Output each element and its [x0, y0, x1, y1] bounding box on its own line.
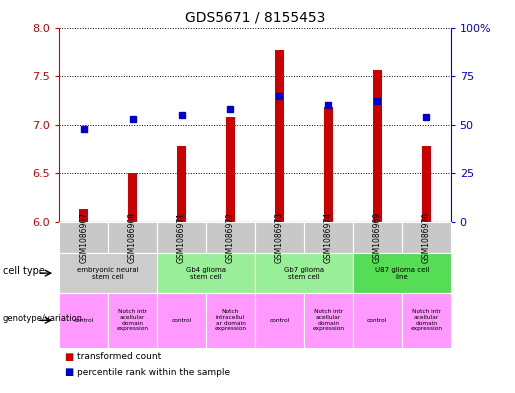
- Text: embryonic neural
stem cell: embryonic neural stem cell: [77, 266, 139, 280]
- Title: GDS5671 / 8155453: GDS5671 / 8155453: [185, 11, 325, 25]
- Text: ■: ■: [64, 352, 74, 362]
- Bar: [324, 107, 333, 222]
- Bar: [177, 146, 186, 222]
- Text: cell type: cell type: [3, 266, 44, 276]
- Bar: [422, 146, 431, 222]
- Text: GSM1086970: GSM1086970: [422, 212, 431, 263]
- Text: control: control: [171, 318, 192, 323]
- Bar: [79, 209, 88, 222]
- Text: genotype/variation: genotype/variation: [3, 314, 83, 323]
- Text: control: control: [74, 318, 94, 323]
- Text: control: control: [367, 318, 387, 323]
- Text: transformed count: transformed count: [77, 352, 162, 361]
- Text: Gb7 glioma
stem cell: Gb7 glioma stem cell: [284, 266, 324, 280]
- Text: GSM1086971: GSM1086971: [177, 212, 186, 263]
- Text: Gb4 glioma
stem cell: Gb4 glioma stem cell: [186, 266, 226, 280]
- Text: GSM1086973: GSM1086973: [275, 212, 284, 263]
- Bar: [128, 173, 137, 222]
- Text: GSM1086969: GSM1086969: [373, 212, 382, 263]
- Text: percentile rank within the sample: percentile rank within the sample: [77, 368, 230, 377]
- Bar: [226, 117, 235, 222]
- Bar: [373, 70, 382, 222]
- Text: Notch
intracellul
ar domain
expression: Notch intracellul ar domain expression: [214, 309, 247, 331]
- Text: GSM1086968: GSM1086968: [128, 212, 137, 263]
- Text: Notch intr
acellular
domain
expression: Notch intr acellular domain expression: [410, 309, 442, 331]
- Text: control: control: [269, 318, 289, 323]
- Text: Notch intr
acellular
domain
expression: Notch intr acellular domain expression: [116, 309, 149, 331]
- Text: Notch intr
acellular
domain
expression: Notch intr acellular domain expression: [312, 309, 345, 331]
- Text: GSM1086974: GSM1086974: [324, 212, 333, 263]
- Text: ■: ■: [64, 367, 74, 377]
- Text: GSM1086967: GSM1086967: [79, 212, 88, 263]
- Text: GSM1086972: GSM1086972: [226, 212, 235, 263]
- Text: U87 glioma cell
line: U87 glioma cell line: [374, 266, 429, 280]
- Bar: [275, 50, 284, 222]
